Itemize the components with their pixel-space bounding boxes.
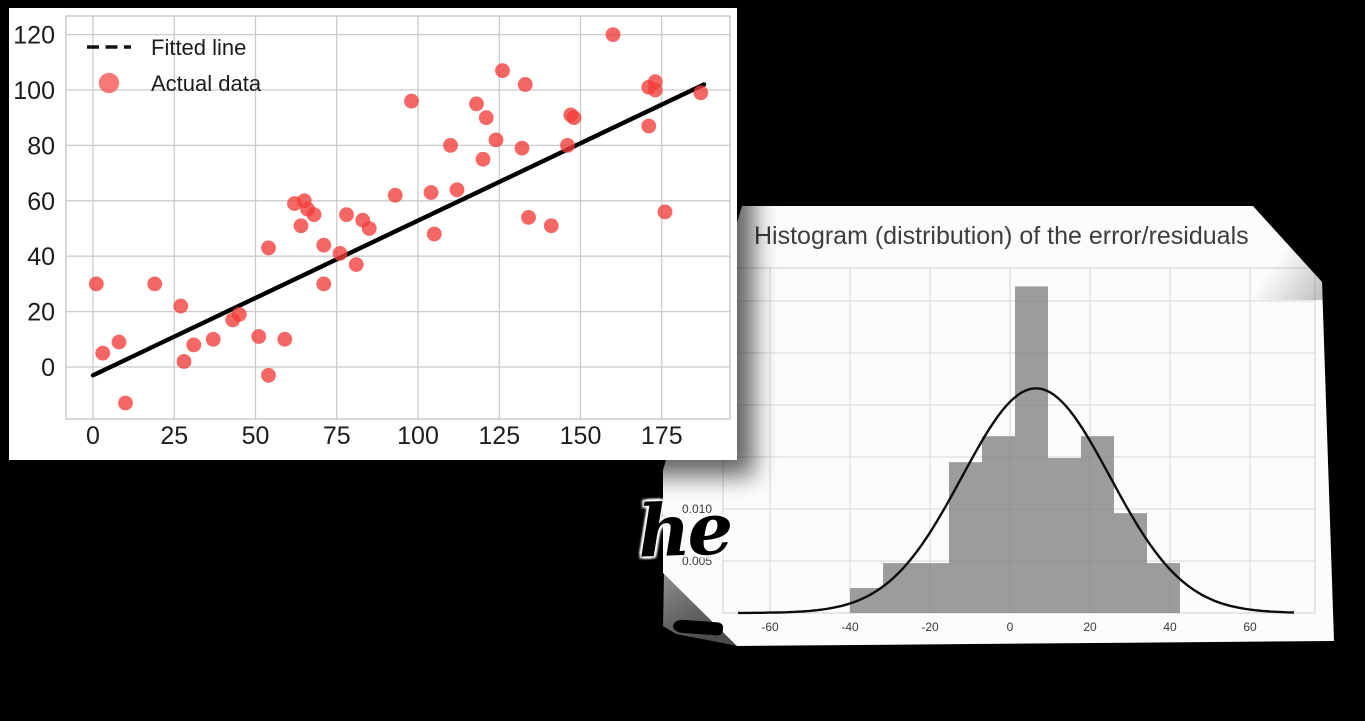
legend-dot-swatch — [98, 72, 120, 94]
data-point — [306, 207, 322, 223]
y-tick-label: 100 — [13, 77, 55, 105]
data-point — [339, 207, 354, 223]
histogram-bar — [1147, 563, 1180, 613]
data-point — [566, 110, 582, 126]
data-point — [495, 63, 510, 79]
data-point — [95, 345, 111, 361]
data-point — [423, 185, 439, 200]
data-point — [316, 276, 332, 292]
histogram-bar — [1114, 513, 1147, 613]
plot-border — [65, 15, 731, 420]
histogram-bar — [949, 462, 982, 613]
data-point — [361, 221, 377, 236]
data-point — [293, 218, 309, 234]
y-tick-label: 0.010 — [682, 502, 712, 516]
scatter-chart: 0 25 50 75 100 125 150 175 0 20 40 60 80 100 120 Fitted… — [13, 15, 731, 450]
data-point — [348, 257, 364, 272]
data-point — [118, 395, 133, 411]
x-tick-label: 150 — [560, 422, 602, 450]
x-tick-label: -20 — [921, 620, 939, 634]
histogram-bar — [916, 563, 949, 613]
legend-label-fitted-line: Fitted line — [151, 35, 246, 60]
data-point — [186, 337, 202, 353]
data-point — [475, 151, 491, 167]
data-point — [469, 96, 484, 112]
x-tick-label: 40 — [1163, 620, 1177, 634]
data-point — [387, 187, 403, 203]
histogram-bar — [982, 436, 1015, 613]
x-tick-label: 25 — [160, 422, 188, 450]
data-point — [478, 110, 494, 126]
histogram-bar — [1048, 458, 1081, 613]
data-point — [647, 82, 663, 98]
data-point — [641, 118, 657, 134]
x-tick-label: 20 — [1083, 620, 1097, 634]
data-point — [426, 226, 442, 242]
data-point — [543, 218, 559, 234]
data-point — [488, 132, 504, 148]
histogram-bar — [1081, 436, 1114, 613]
data-point — [147, 276, 163, 292]
scatter-panel: 0 25 50 75 100 125 150 175 0 20 40 60 80 100 120 Fitted… — [9, 8, 737, 460]
data-point — [521, 210, 536, 225]
data-point — [205, 331, 221, 347]
note-panel: Histogram (distribution) of the error/re… — [663, 206, 1334, 646]
data-point — [449, 182, 465, 198]
data-point — [261, 367, 276, 383]
data-point — [693, 85, 709, 101]
data-point — [111, 334, 127, 350]
histogram-bar — [1015, 286, 1048, 613]
x-tick-label: 0 — [1007, 620, 1014, 634]
data-point — [316, 237, 332, 253]
y-tick-label: 80 — [27, 132, 55, 160]
data-point — [332, 246, 348, 261]
x-tick-label: 60 — [1243, 620, 1257, 634]
density-curve — [738, 387, 1295, 615]
data-point — [173, 298, 189, 314]
data-point — [88, 276, 104, 292]
y-tick-label: 120 — [13, 22, 55, 50]
x-tick-label: 50 — [242, 422, 270, 450]
note-title: Histogram (distribution) of the error/re… — [754, 222, 1249, 250]
data-point — [251, 329, 267, 344]
data-point — [514, 140, 530, 156]
data-point — [261, 240, 276, 256]
x-tick-label: -40 — [841, 620, 859, 634]
data-point — [657, 204, 673, 220]
legend-label-actual-data: Actual data — [151, 71, 262, 96]
data-point — [404, 93, 419, 109]
x-tick-label: 75 — [323, 422, 351, 450]
x-tick-label: 175 — [641, 422, 683, 450]
x-tick-label: 0 — [86, 422, 100, 450]
y-tick-label: 60 — [27, 188, 55, 216]
script-text-fragment: he — [636, 485, 732, 574]
data-point — [277, 331, 293, 347]
y-tick-label: 20 — [27, 299, 55, 327]
x-tick-label: 125 — [478, 422, 520, 450]
data-point — [560, 138, 575, 153]
histogram-chart: -60 -40 -20 0 20 40 60 0.005 0.010 — [682, 267, 1316, 634]
legend: Fitted line Actual data — [87, 35, 262, 96]
y-tick-label: 0 — [41, 354, 55, 382]
data-point — [517, 77, 533, 92]
x-tick-label: 100 — [397, 422, 439, 450]
data-point — [443, 138, 458, 153]
data-point — [605, 27, 621, 42]
x-tick-label: -60 — [761, 620, 779, 634]
data-point — [176, 354, 192, 369]
fitted-line — [90, 82, 707, 378]
y-tick-label: 0.005 — [682, 554, 712, 568]
y-tick-label: 40 — [27, 243, 55, 271]
data-point — [231, 306, 247, 322]
